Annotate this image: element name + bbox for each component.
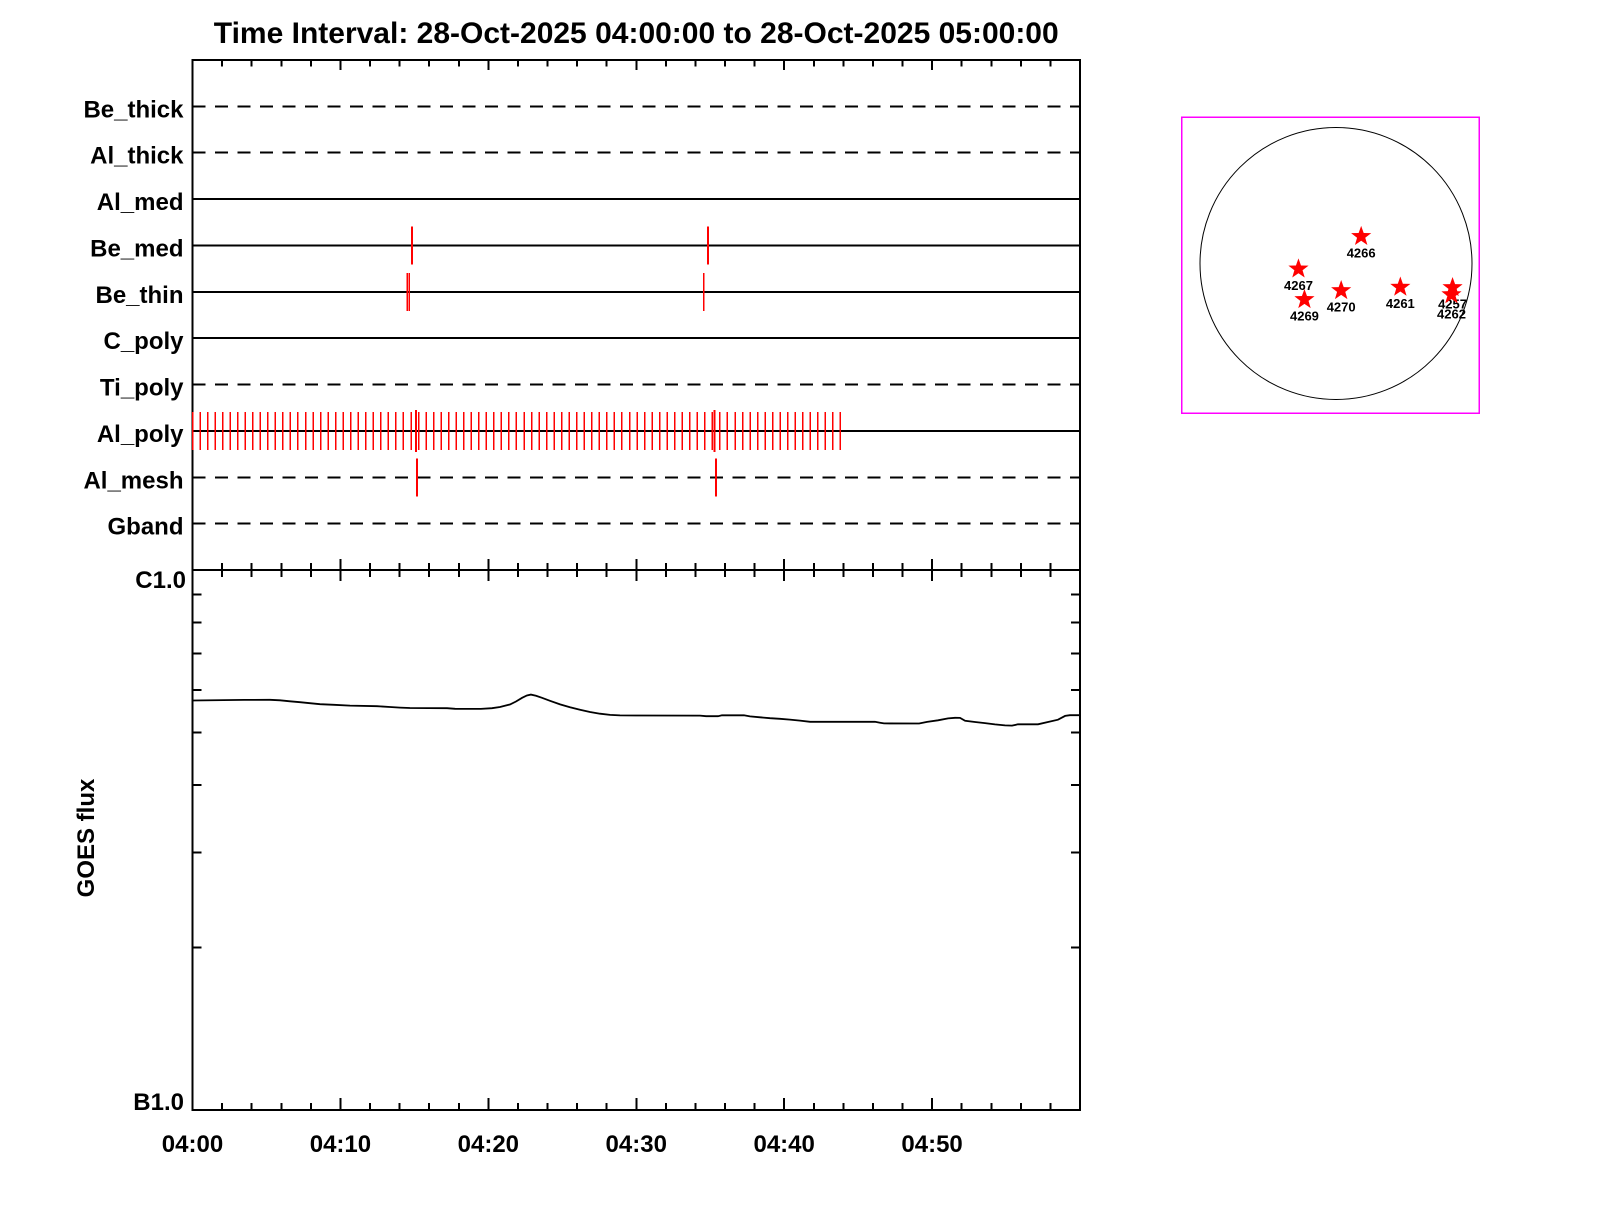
figure-title: Time Interval: 28-Oct-2025 04:00:00 to 2…: [214, 17, 1059, 50]
x-tick-label-04:40: 04:40: [753, 1131, 814, 1158]
solar-limb: [1199, 127, 1473, 400]
active-region-label-4257: 4257: [1438, 297, 1467, 312]
filter-label-Al_poly: Al_poly: [97, 421, 184, 448]
y-axis-bottom-label: B1.0: [133, 1089, 184, 1116]
active-region-label-4261: 4261: [1386, 296, 1415, 311]
active-region-4257: 4257: [1438, 276, 1467, 312]
filter-label-C_poly: C_poly: [103, 328, 184, 355]
active-region-4266: 4266: [1347, 225, 1376, 260]
filter-label-Be_med: Be_med: [90, 235, 183, 262]
filter-label-Be_thick: Be_thick: [83, 96, 184, 123]
x-tick-label-04:50: 04:50: [901, 1131, 962, 1158]
goes-flux-panel: 04:00 04:10 04:20 04:30 04:40 04:50 C1.0 B1.0 GO…: [73, 567, 1081, 1158]
active-region-star-4269: [1294, 288, 1315, 309]
active-region-label-4269: 4269: [1290, 309, 1319, 324]
active-region-star-4267: [1288, 258, 1309, 278]
active-region-star-4261: [1390, 276, 1411, 296]
x-tick-label-04:20: 04:20: [458, 1131, 519, 1158]
active-region-4269: 4269: [1290, 288, 1319, 324]
x-tick-label-04:10: 04:10: [310, 1131, 371, 1158]
active-region-4262: 4262: [1437, 284, 1466, 322]
xrt-timeline-panel: Be_thick Al_thick Al_med Be_med Be_thin C_pol…: [83, 59, 1081, 581]
x-tick-label-04:00: 04:00: [162, 1131, 223, 1158]
active-region-label-4270: 4270: [1327, 300, 1356, 315]
x-tick-label-04:30: 04:30: [606, 1131, 667, 1158]
active-region-label-4267: 4267: [1284, 278, 1313, 293]
filter-label-Ti_poly: Ti_poly: [100, 375, 184, 402]
map-frame: [1180, 116, 1480, 414]
active-region-star-4266: [1351, 225, 1372, 246]
active-region-label-4262: 4262: [1437, 307, 1466, 322]
filter-label-Al_med: Al_med: [97, 189, 184, 216]
filter-label-Gband: Gband: [108, 514, 184, 541]
goes-flux-curve: [192, 693, 1080, 727]
active-region-star-4262: [1441, 284, 1462, 304]
active-region-label-4266: 4266: [1347, 245, 1376, 260]
filter-label-Be_thin: Be_thin: [95, 282, 183, 309]
active-region-4261: 4261: [1386, 276, 1415, 311]
active-region-star-4257: [1442, 276, 1463, 297]
goes-y-axis-title: GOES flux: [73, 778, 100, 897]
active-region-4270: 4270: [1327, 279, 1356, 315]
filter-label-Al_mesh: Al_mesh: [83, 467, 183, 494]
active-region-star-4270: [1331, 279, 1352, 300]
active-region-4267: 4267: [1284, 258, 1313, 293]
y-axis-top-label: C1.0: [135, 567, 186, 594]
filter-label-Al_thick: Al_thick: [90, 143, 184, 170]
